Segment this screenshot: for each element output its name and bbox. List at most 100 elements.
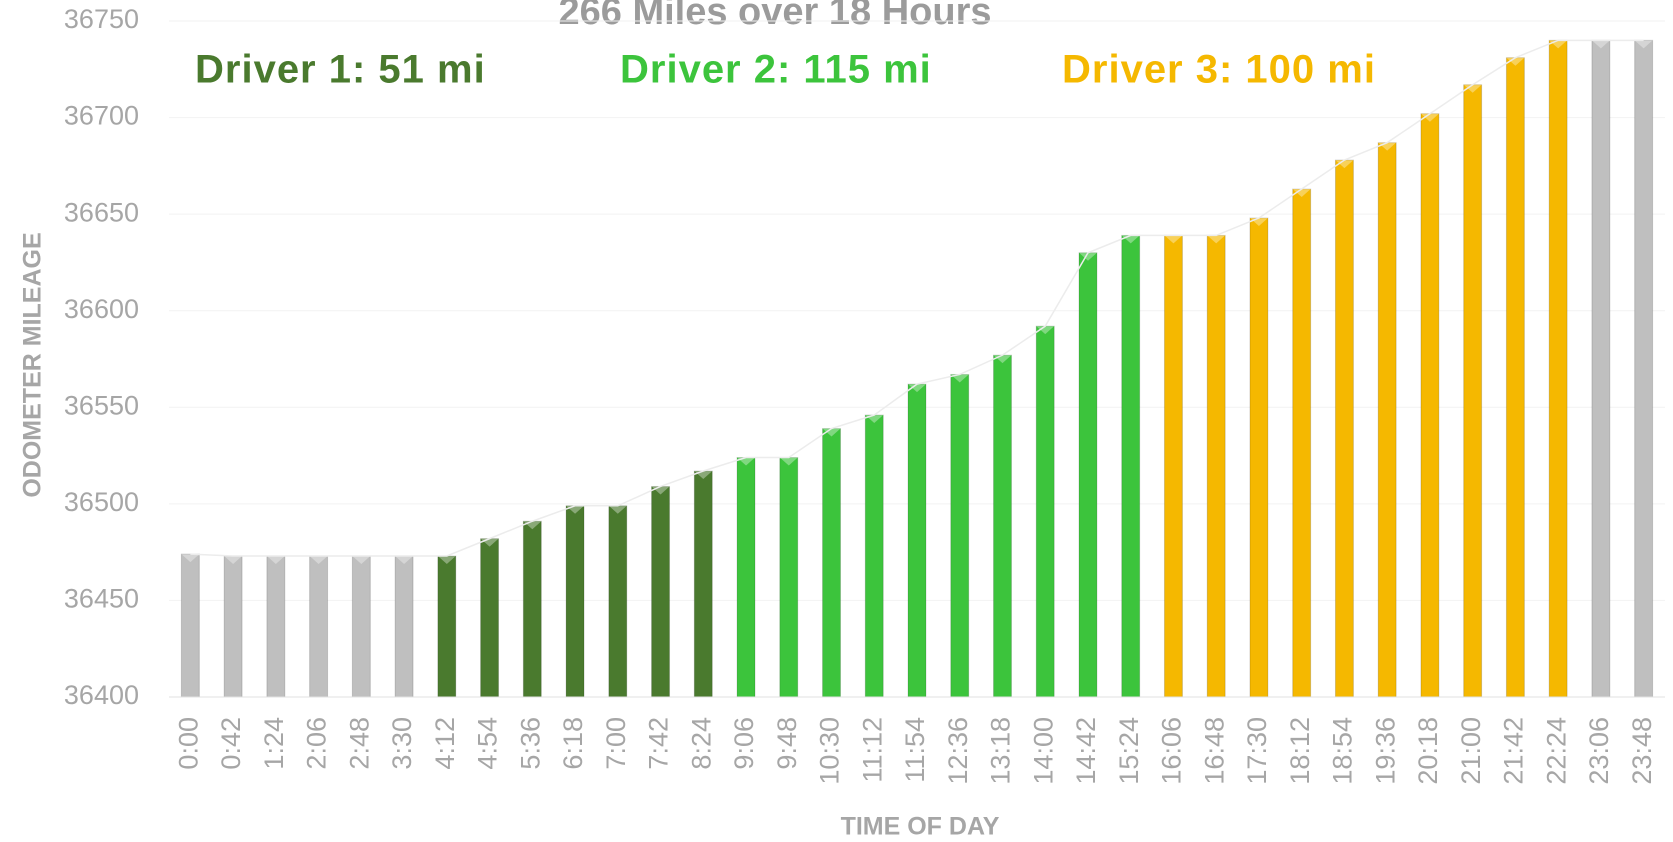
bar xyxy=(351,555,371,698)
x-tick-label: 14:42 xyxy=(1071,717,1101,785)
bar xyxy=(1163,234,1183,698)
bar xyxy=(907,383,927,698)
bar xyxy=(1505,57,1525,698)
bar xyxy=(1420,113,1440,698)
annotation: Driver 3: 100 mi xyxy=(1062,48,1376,92)
x-tick-label: 2:06 xyxy=(302,717,332,770)
x-tick-label: 14:00 xyxy=(1028,717,1058,785)
bar xyxy=(864,414,884,698)
bar-cap xyxy=(1335,160,1354,169)
bar-cap xyxy=(1207,235,1226,244)
bar xyxy=(522,520,542,698)
bar xyxy=(993,354,1012,698)
x-axis-title: TIME OF DAY xyxy=(841,813,1000,841)
bar-cap xyxy=(266,556,285,565)
bar xyxy=(822,428,841,698)
x-tick-label: 19:36 xyxy=(1370,717,1400,785)
x-tick-label: 4:54 xyxy=(473,717,503,770)
x-tick-label: 8:24 xyxy=(686,717,716,770)
bar-cap xyxy=(1591,40,1610,49)
bar xyxy=(1121,234,1141,698)
bar xyxy=(480,538,500,698)
bar xyxy=(1206,234,1226,698)
x-tick-label: 3:30 xyxy=(387,717,417,770)
x-tick-label: 9:48 xyxy=(772,717,802,770)
x-tick-label: 4:12 xyxy=(430,717,460,770)
x-tick-label: 22:24 xyxy=(1541,717,1571,785)
x-tick-label: 21:42 xyxy=(1499,717,1529,785)
annotation: Driver 1: 51 mi xyxy=(195,48,486,92)
x-tick-label: 1:24 xyxy=(259,717,289,770)
bar-cap xyxy=(437,556,456,565)
bar-cap xyxy=(908,384,926,393)
bar-cap xyxy=(181,554,200,563)
bar xyxy=(693,470,713,698)
bar xyxy=(1377,142,1397,698)
bar xyxy=(608,505,628,698)
y-tick-label: 36600 xyxy=(64,294,139,324)
bar-cap xyxy=(1634,40,1653,49)
bar xyxy=(1463,84,1483,698)
bar xyxy=(1634,39,1654,698)
bar xyxy=(1249,217,1269,698)
x-tick-label: 17:30 xyxy=(1242,717,1272,785)
bar xyxy=(651,485,671,698)
bar xyxy=(1334,159,1354,698)
x-tick-label: 16:48 xyxy=(1199,717,1229,785)
y-axis-title: ODOMETER MILEAGE xyxy=(19,232,47,497)
y-tick-label: 36650 xyxy=(64,197,139,227)
bar-cap xyxy=(224,556,243,565)
bar-cap xyxy=(779,457,798,466)
bar-cap xyxy=(950,374,969,383)
x-tick-label: 10:30 xyxy=(815,717,845,785)
chart-title: 266 Miles over 18 Hours xyxy=(559,0,992,33)
x-tick-label: 13:18 xyxy=(986,717,1016,785)
bar xyxy=(223,555,243,698)
x-tick-label: 5:36 xyxy=(515,717,545,770)
x-tick-label: 20:18 xyxy=(1413,717,1443,785)
bar xyxy=(1548,39,1568,698)
bar xyxy=(394,555,414,698)
trend-line xyxy=(190,39,1644,557)
y-tick-label: 36450 xyxy=(64,584,139,614)
x-tick-label: 7:42 xyxy=(644,717,674,770)
x-tick-label: 9:06 xyxy=(729,717,759,770)
x-tick-label: 18:12 xyxy=(1285,717,1315,785)
bar xyxy=(1078,252,1098,698)
x-tick-label: 0:00 xyxy=(173,717,203,770)
x-tick-label: 18:54 xyxy=(1328,717,1358,785)
bar xyxy=(1292,188,1312,698)
bar-cap xyxy=(1078,252,1097,261)
bar-cap xyxy=(1164,235,1183,244)
x-tick-label: 11:12 xyxy=(857,717,887,783)
bar xyxy=(736,457,756,698)
x-tick-label: 11:54 xyxy=(900,717,930,783)
bar-cap xyxy=(1036,326,1055,335)
bar xyxy=(266,555,286,698)
bar xyxy=(180,553,200,698)
x-tick-label: 15:24 xyxy=(1114,717,1144,785)
x-tick-label: 12:36 xyxy=(943,717,973,785)
x-tick-label: 2:48 xyxy=(344,717,374,770)
x-tick-label: 6:18 xyxy=(558,717,588,770)
bar-cap xyxy=(1292,189,1311,198)
bar-cap xyxy=(1420,113,1439,122)
bar-cap xyxy=(309,556,328,565)
annotation: Driver 2: 115 mi xyxy=(620,48,932,92)
y-tick-label: 36500 xyxy=(64,487,139,517)
y-tick-label: 36750 xyxy=(64,4,139,34)
bar xyxy=(309,555,329,698)
x-tick-label: 21:00 xyxy=(1456,717,1486,785)
bar-cap xyxy=(1463,84,1482,93)
x-tick-label: 16:06 xyxy=(1157,717,1187,785)
bar-cap xyxy=(395,556,414,565)
bar-cap xyxy=(352,556,371,565)
x-tick-label: 23:48 xyxy=(1627,717,1657,785)
x-tick-label: 0:42 xyxy=(216,717,246,770)
bar xyxy=(1591,39,1611,698)
x-tick-label: 7:00 xyxy=(601,717,631,770)
bar xyxy=(1035,325,1055,698)
y-tick-label: 36400 xyxy=(64,680,139,710)
bar xyxy=(779,457,799,698)
